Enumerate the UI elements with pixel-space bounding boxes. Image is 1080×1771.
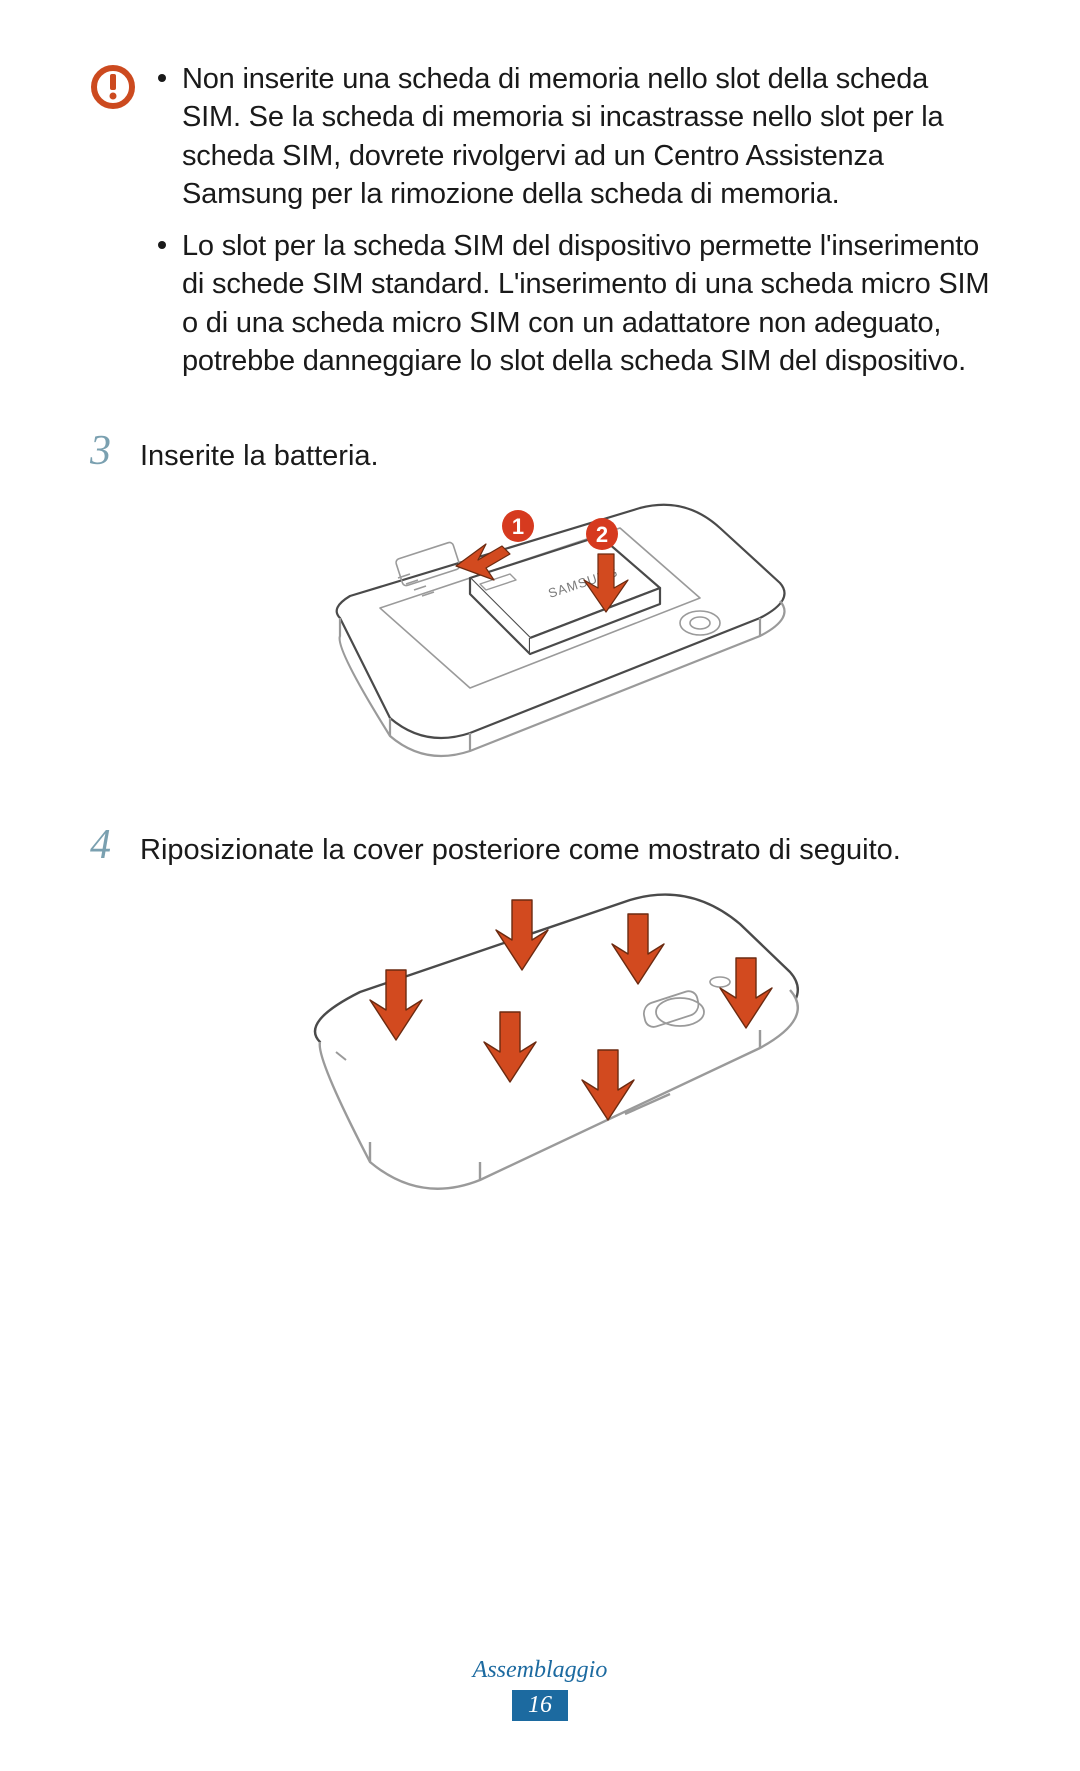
- bullet-dot-icon: [158, 74, 166, 82]
- page-footer: Assemblaggio 16: [0, 1657, 1080, 1721]
- warning-bullet: Non inserite una scheda di memoria nello…: [158, 60, 990, 213]
- callout-2-icon: 2: [586, 518, 618, 550]
- page-content: Non inserite una scheda di memoria nello…: [0, 0, 1080, 1222]
- callout-1-icon: 1: [502, 510, 534, 542]
- bullet-dot-icon: [158, 241, 166, 249]
- warning-block: Non inserite una scheda di memoria nello…: [90, 60, 990, 394]
- step-text: Inserite la batteria.: [140, 438, 379, 476]
- svg-text:1: 1: [512, 514, 524, 539]
- bullet-text: Lo slot per la scheda SIM del dispositiv…: [182, 227, 990, 380]
- bullet-text: Non inserite una scheda di memoria nello…: [182, 60, 990, 213]
- warning-bullet: Lo slot per la scheda SIM del dispositiv…: [158, 227, 990, 380]
- figure-replace-cover: [90, 882, 990, 1222]
- step-4: 4 Riposizionate la cover posteriore come…: [90, 828, 990, 870]
- warning-icon: [90, 64, 136, 110]
- figure-insert-battery: SAMSUNG 1 2: [90, 488, 990, 778]
- step-3: 3 Inserite la batteria.: [90, 434, 990, 476]
- svg-text:2: 2: [596, 522, 608, 547]
- warning-bullets: Non inserite una scheda di memoria nello…: [154, 60, 990, 394]
- step-number: 4: [90, 824, 118, 866]
- step-text: Riposizionate la cover posteriore come m…: [140, 832, 901, 870]
- footer-section-title: Assemblaggio: [473, 1657, 608, 1684]
- step-number: 3: [90, 430, 118, 472]
- page-number: 16: [512, 1690, 568, 1721]
